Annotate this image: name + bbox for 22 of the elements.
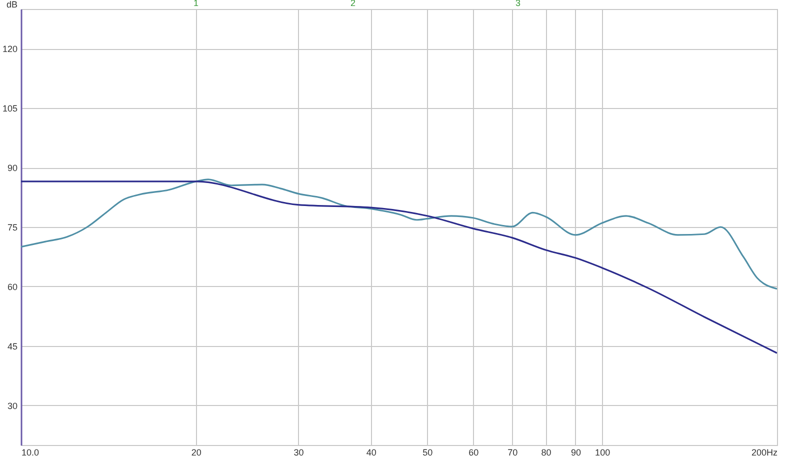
x-tick-label: 20 xyxy=(191,448,202,458)
y-tick-label: 75 xyxy=(7,222,18,232)
x-tick-label: 200Hz xyxy=(751,448,778,458)
y-tick-label: 105 xyxy=(2,104,18,114)
x-tick-label: 90 xyxy=(570,448,581,458)
text: 3 xyxy=(515,0,521,8)
x-tick-label: 100 xyxy=(595,448,610,458)
x-tick-label: 80 xyxy=(541,448,552,458)
y-tick-label: 45 xyxy=(7,341,18,352)
x-tick-label: 10.0 xyxy=(22,448,40,458)
y-axis-title: dB xyxy=(6,0,18,10)
x-tick-label: 60 xyxy=(468,448,479,458)
x-tick-label: 40 xyxy=(366,448,376,458)
y-tick-label: 30 xyxy=(7,400,18,411)
text: 1 xyxy=(193,0,199,8)
y-tick-label: 60 xyxy=(7,282,18,292)
x-tick-label: 30 xyxy=(294,448,304,458)
y-tick-label: 120 xyxy=(2,44,18,54)
x-tick-label: 50 xyxy=(422,448,433,458)
text: 2 xyxy=(350,0,356,8)
x-tick-label: 70 xyxy=(508,448,518,458)
y-tick-label: 90 xyxy=(7,163,18,174)
